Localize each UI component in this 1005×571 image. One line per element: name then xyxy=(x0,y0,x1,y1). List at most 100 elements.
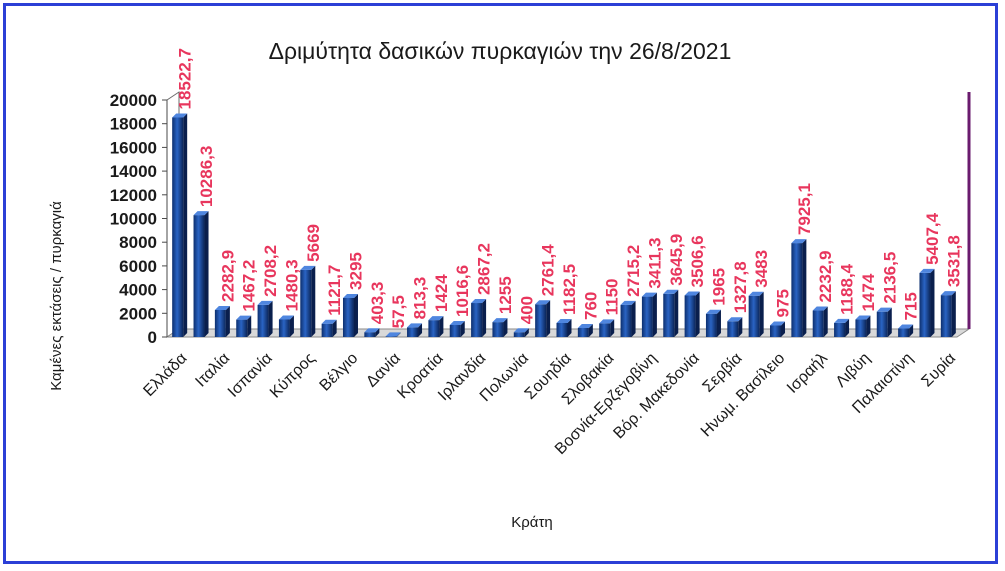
bar-side xyxy=(909,324,914,337)
bar-front xyxy=(278,319,290,337)
bar-front xyxy=(214,309,226,337)
bar-top xyxy=(812,306,828,311)
bar-top xyxy=(428,316,444,321)
bar-side xyxy=(546,300,551,337)
bar-side xyxy=(781,321,786,337)
bar xyxy=(684,291,700,337)
bar-top xyxy=(321,319,337,324)
bar xyxy=(257,300,273,337)
bar xyxy=(663,289,679,337)
bar xyxy=(449,320,465,337)
bar-top xyxy=(940,291,956,296)
data-label: 760 xyxy=(581,292,600,320)
x-tick-label: Συρία xyxy=(918,350,959,391)
data-label: 1255 xyxy=(496,276,515,314)
data-label: 7925,1 xyxy=(795,183,814,235)
y-axis-title: Καμένες εκτάσεις / πυρκαγιά xyxy=(48,201,65,391)
bar-front xyxy=(257,304,269,337)
bar-side xyxy=(482,299,487,337)
data-label: 3506,6 xyxy=(688,235,707,287)
bar-front xyxy=(535,304,547,337)
bar-side xyxy=(695,291,700,337)
bar-side xyxy=(247,315,252,337)
bar-side xyxy=(610,319,615,337)
bar-top xyxy=(641,292,657,297)
bar-top xyxy=(834,318,850,323)
data-label: 1121,7 xyxy=(325,265,344,316)
bar-front xyxy=(898,328,910,337)
bar xyxy=(428,316,444,337)
bar xyxy=(876,307,892,337)
bar-top xyxy=(684,291,700,296)
bar-top xyxy=(876,307,892,312)
data-label: 3483 xyxy=(752,250,771,288)
x-tick-label: Βέλγιο xyxy=(317,350,362,395)
bars xyxy=(172,113,956,337)
y-tick-label: 6000 xyxy=(119,257,157,276)
bar-front xyxy=(770,325,782,337)
bar-side xyxy=(332,319,337,337)
bar-side xyxy=(887,307,892,337)
bar xyxy=(172,113,188,337)
bar xyxy=(471,299,487,337)
bar xyxy=(214,305,230,337)
bar-side xyxy=(353,293,358,337)
x-tick-label: Λιβύη xyxy=(833,350,874,391)
bar xyxy=(300,265,316,337)
bar-side xyxy=(930,268,935,337)
data-label: 2708,2 xyxy=(261,245,280,297)
data-label: 1182,5 xyxy=(560,264,579,315)
bar-side xyxy=(311,265,316,337)
bar-front xyxy=(236,319,248,337)
data-labels: 18522,7 10286,3 2282,9 1467,2 2708,2 1480,356… xyxy=(176,48,964,328)
y-tick-label: 18000 xyxy=(110,115,157,134)
data-label: 2136,5 xyxy=(880,252,899,304)
bar xyxy=(770,321,786,337)
bar xyxy=(321,319,337,337)
bar xyxy=(834,318,850,337)
data-label: 5407,4 xyxy=(923,212,942,265)
bar-top xyxy=(748,291,764,296)
bar-front xyxy=(812,310,824,337)
data-label: 975 xyxy=(774,289,793,317)
bar-side xyxy=(375,328,380,337)
x-tick-label: Ελλάδα xyxy=(140,350,190,400)
y-tick-label: 20000 xyxy=(110,91,157,110)
bar-side xyxy=(204,211,209,337)
bar-front xyxy=(684,295,696,337)
bar-front xyxy=(577,327,589,337)
y-tick-label: 2000 xyxy=(119,304,157,323)
bar-top xyxy=(663,289,679,294)
bar-front xyxy=(705,313,717,337)
bar-front xyxy=(342,297,354,337)
data-label: 2715,2 xyxy=(624,245,643,297)
data-label: 715 xyxy=(902,292,921,320)
y-tick-label: 4000 xyxy=(119,281,157,300)
bar-front xyxy=(321,323,333,337)
bar-front xyxy=(748,295,760,337)
bar-side xyxy=(289,315,294,337)
bar-side xyxy=(225,305,230,337)
y-tick-label: 14000 xyxy=(110,162,157,181)
bar-front xyxy=(727,321,739,337)
data-label: 2761,4 xyxy=(539,244,558,297)
bar-front xyxy=(385,336,397,337)
bar-side xyxy=(674,289,679,337)
x-tick-label: Ισραήλ xyxy=(784,350,831,397)
bar-front xyxy=(364,332,376,337)
bar-front xyxy=(407,327,419,337)
bar-side xyxy=(396,332,401,337)
bar-side xyxy=(503,318,508,337)
bar-top xyxy=(513,328,529,333)
bar xyxy=(407,323,423,337)
bar-top xyxy=(919,268,935,273)
data-label: 18522,7 xyxy=(176,48,195,109)
bar-top xyxy=(214,305,230,310)
bar xyxy=(577,323,593,337)
bar xyxy=(342,293,358,337)
y-tick-label: 12000 xyxy=(110,186,157,205)
bar-front xyxy=(556,322,568,337)
bar-top xyxy=(236,315,252,320)
